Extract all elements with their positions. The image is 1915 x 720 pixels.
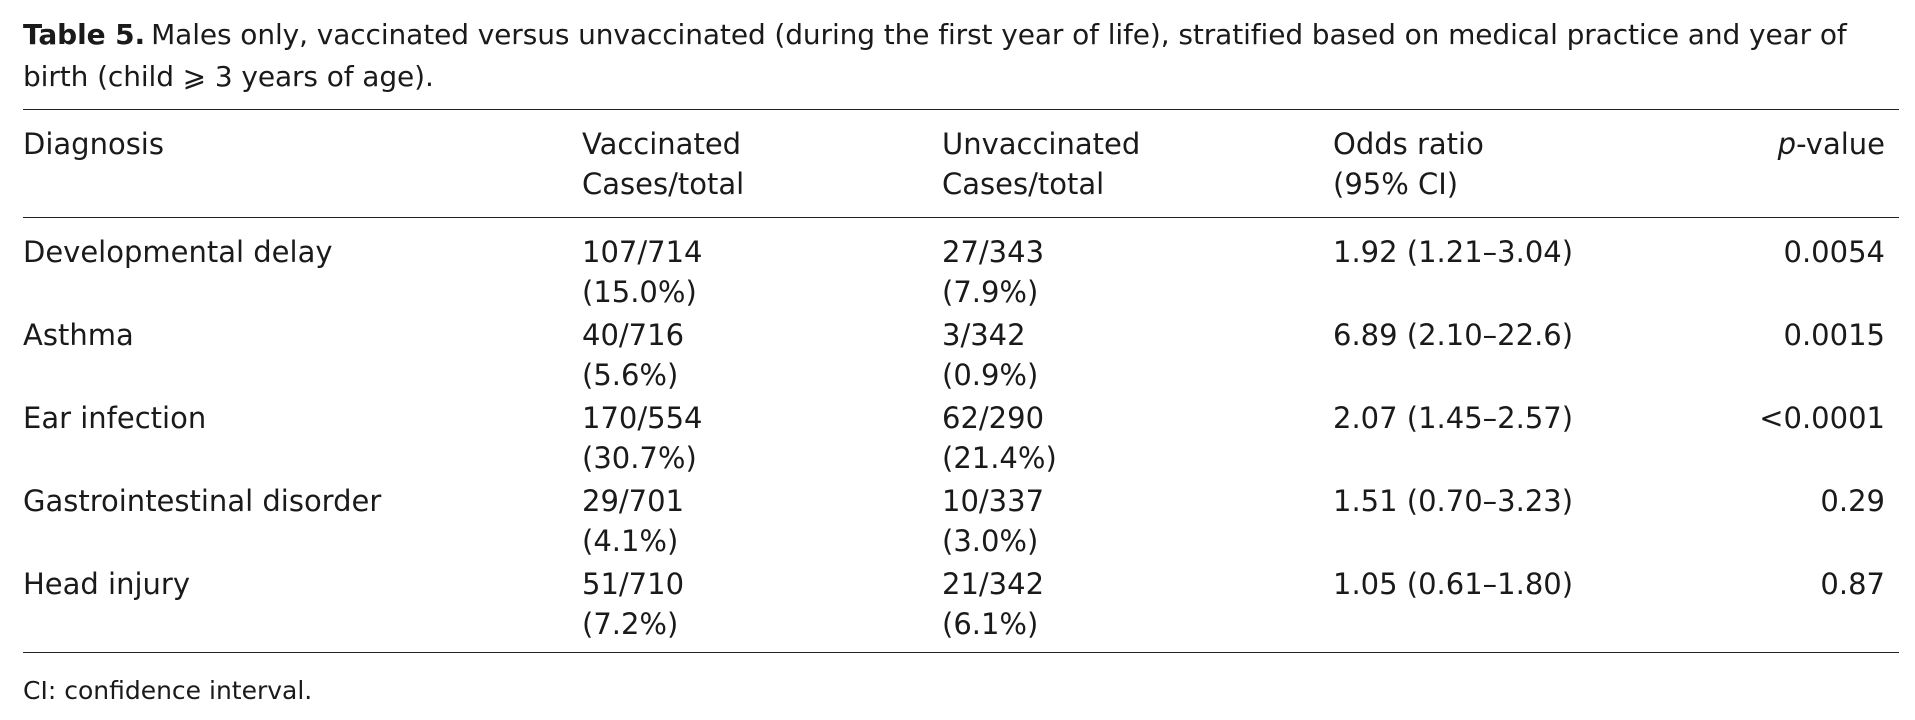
row-vaccinated-pct: (7.2%) (582, 607, 679, 641)
row-diagnosis: Ear infection (23, 401, 207, 435)
header-p-rest: -value (1796, 127, 1885, 161)
row-unvaccinated-pct: (3.0%) (942, 524, 1039, 558)
row-vaccinated: 29/701 (582, 484, 685, 518)
row-vaccinated: 107/714 (582, 235, 703, 269)
header-p-italic: p (1777, 127, 1797, 161)
row-p-value: 0.0054 (1783, 235, 1885, 269)
row-odds-ratio: 6.89 (2.10–22.6) (1333, 318, 1574, 352)
row-odds-ratio: 1.92 (1.21–3.04) (1333, 235, 1574, 269)
row-vaccinated-pct: (5.6%) (582, 358, 679, 392)
row-vaccinated-pct: (30.7%) (582, 441, 697, 475)
row-vaccinated: 170/554 (582, 401, 703, 435)
row-odds-ratio: 2.07 (1.45–2.57) (1333, 401, 1574, 435)
table-footnote: CI: confidence interval. (23, 676, 313, 705)
table-bottom-rule (23, 652, 1899, 653)
header-diagnosis: Diagnosis (23, 127, 164, 161)
table-top-rule (23, 109, 1899, 110)
row-vaccinated-pct: (15.0%) (582, 275, 697, 309)
header-p-value: p-value (1778, 124, 1885, 164)
row-unvaccinated-pct: (0.9%) (942, 358, 1039, 392)
row-vaccinated: 51/710 (582, 567, 685, 601)
row-unvaccinated: 21/342 (942, 567, 1045, 601)
row-p-value: 0.0015 (1783, 318, 1885, 352)
row-vaccinated-pct: (4.1%) (582, 524, 679, 558)
row-unvaccinated: 27/343 (942, 235, 1045, 269)
table-label: Table 5. (23, 18, 146, 51)
row-unvaccinated: 10/337 (942, 484, 1045, 518)
table-caption-text: Males only, vaccinated versus unvaccinat… (23, 18, 1847, 93)
table-header-rule (23, 217, 1899, 218)
row-diagnosis: Gastrointestinal disorder (23, 484, 382, 518)
table-caption: Table 5. Males only, vaccinated versus un… (23, 14, 1893, 98)
header-vaccinated-sub: Cases/total (582, 167, 745, 201)
row-unvaccinated-pct: (7.9%) (942, 275, 1039, 309)
row-unvaccinated: 3/342 (942, 318, 1026, 352)
row-diagnosis: Asthma (23, 318, 134, 352)
row-unvaccinated-pct: (6.1%) (942, 607, 1039, 641)
row-p-value: 0.29 (1820, 484, 1885, 518)
row-odds-ratio: 1.51 (0.70–3.23) (1333, 484, 1574, 518)
row-diagnosis: Head injury (23, 567, 191, 601)
row-diagnosis: Developmental delay (23, 235, 333, 269)
header-odds-ratio: Odds ratio (1333, 127, 1484, 161)
row-unvaccinated: 62/290 (942, 401, 1045, 435)
row-p-value: <0.0001 (1759, 401, 1885, 435)
header-vaccinated: Vaccinated (582, 127, 742, 161)
header-unvaccinated-sub: Cases/total (942, 167, 1105, 201)
row-odds-ratio: 1.05 (0.61–1.80) (1333, 567, 1574, 601)
header-unvaccinated: Unvaccinated (942, 127, 1141, 161)
row-unvaccinated-pct: (21.4%) (942, 441, 1057, 475)
row-vaccinated: 40/716 (582, 318, 685, 352)
header-odds-ratio-ci: (95% CI) (1333, 167, 1459, 201)
row-p-value: 0.87 (1820, 567, 1885, 601)
